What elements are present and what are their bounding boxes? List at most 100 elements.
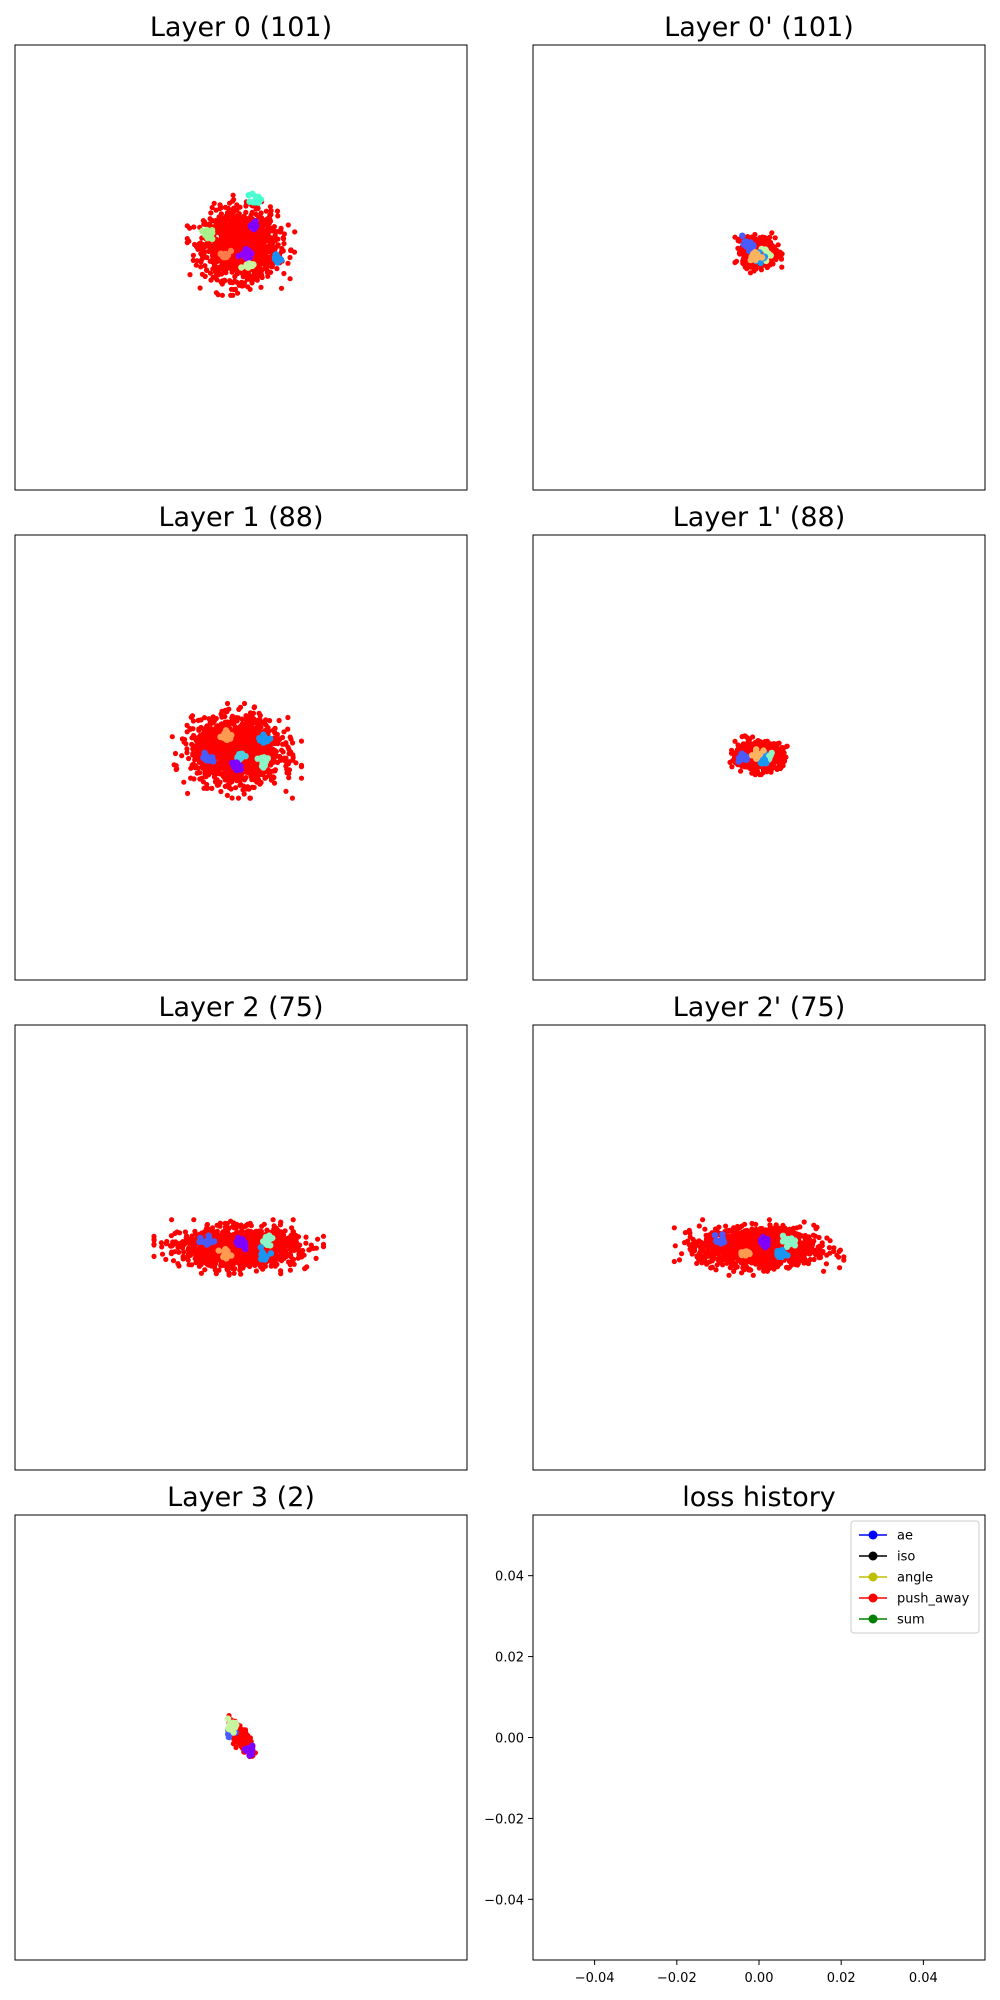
scatter-point <box>274 266 280 272</box>
scatter-point <box>271 780 278 786</box>
scatter-point <box>254 271 260 277</box>
scatter-point <box>740 250 746 256</box>
scatter-point <box>266 216 272 222</box>
subplot-2: Layer 1 (88) <box>14 502 468 981</box>
scatter-point <box>279 747 285 753</box>
axes-frame <box>14 534 468 981</box>
scatter-point <box>745 762 752 769</box>
scatter-point <box>293 760 299 766</box>
scatter-point <box>179 736 185 742</box>
cluster-point <box>739 232 746 239</box>
scatter-point <box>187 225 193 231</box>
scatter-point <box>240 274 246 280</box>
scatter-points <box>169 700 305 801</box>
scatter-point <box>198 251 204 257</box>
scatter-point <box>278 228 284 234</box>
scatter-point <box>775 760 782 766</box>
scatter-point <box>739 734 745 740</box>
scatter-point <box>287 734 293 740</box>
scatter-point <box>245 234 251 240</box>
scatter-point <box>245 284 251 290</box>
scatter-point <box>216 258 222 264</box>
scatter-point <box>236 776 242 782</box>
subplot-title: Layer 0' (101) <box>664 12 854 43</box>
scatter-point <box>252 763 258 769</box>
scatter-point <box>745 234 751 240</box>
scatter-point <box>758 265 764 271</box>
scatter-point <box>173 766 179 773</box>
scatter-point <box>270 239 276 246</box>
scatter-point <box>247 216 253 222</box>
scatter-point <box>732 234 738 240</box>
scatter-point <box>769 230 775 236</box>
scatter-point <box>209 204 215 211</box>
scatter-point <box>251 784 257 791</box>
scatter-point <box>208 210 214 216</box>
scatter-point <box>273 749 279 755</box>
scatter-point <box>229 198 236 204</box>
scatter-point <box>764 237 770 243</box>
cluster-point <box>238 264 245 271</box>
scatter-point <box>255 255 261 261</box>
scatter-point <box>194 770 200 776</box>
scatter-point <box>259 239 265 245</box>
cluster-point <box>208 227 216 234</box>
scatter-point <box>195 765 201 771</box>
cluster-point <box>235 252 242 260</box>
scatter-point <box>248 758 254 764</box>
subplot-title: Layer 1 (88) <box>158 502 323 533</box>
scatter-point <box>271 727 277 733</box>
scatter-point <box>729 764 735 770</box>
scatter-point <box>780 760 786 766</box>
scatter-point <box>226 782 232 789</box>
scatter-point <box>219 761 225 768</box>
scatter-point <box>258 210 264 216</box>
scatter-point <box>755 765 761 771</box>
scatter-point <box>263 233 269 239</box>
scatter-point <box>267 718 273 724</box>
scatter-point <box>184 746 190 752</box>
scatter-point <box>225 231 231 237</box>
scatter-point <box>252 773 258 779</box>
scatter-point <box>271 755 277 761</box>
scatter-point <box>261 719 267 725</box>
scatter-point <box>204 267 210 273</box>
scatter-point <box>169 734 175 740</box>
scatter-point <box>274 731 280 738</box>
scatter-point <box>285 222 291 228</box>
scatter-point <box>253 744 260 750</box>
scatter-point <box>292 229 298 235</box>
scatter-point <box>213 220 219 226</box>
scatter-point <box>780 750 786 757</box>
axes-frame <box>532 44 986 491</box>
scatter-point <box>207 270 214 276</box>
scatter-point <box>231 205 237 211</box>
scatter-point <box>268 260 274 266</box>
cluster-point <box>735 758 742 765</box>
scatter-point <box>274 208 281 214</box>
scatter-point <box>270 1217 276 1223</box>
scatter-point <box>256 232 262 238</box>
scatter-point <box>233 785 239 791</box>
scatter-point <box>194 258 200 264</box>
scatter-point <box>289 1225 295 1231</box>
scatter-point <box>731 753 738 759</box>
scatter-point <box>237 704 244 710</box>
scatter-point <box>285 726 291 732</box>
scatter-point <box>285 714 291 721</box>
scatter-point <box>222 751 228 757</box>
scatter-point <box>259 228 265 234</box>
scatter-point <box>197 750 203 756</box>
scatter-point <box>225 205 231 211</box>
scatter-point <box>226 763 232 770</box>
scatter-point <box>187 726 193 732</box>
subplot-title: Layer 0 (101) <box>150 12 332 43</box>
scatter-point <box>191 224 197 230</box>
scatter-point <box>736 238 743 244</box>
scatter-point <box>224 700 231 707</box>
scatter-point <box>231 261 237 267</box>
cluster-point <box>246 198 253 205</box>
scatter-point <box>232 724 238 730</box>
scatter-point <box>199 734 205 740</box>
